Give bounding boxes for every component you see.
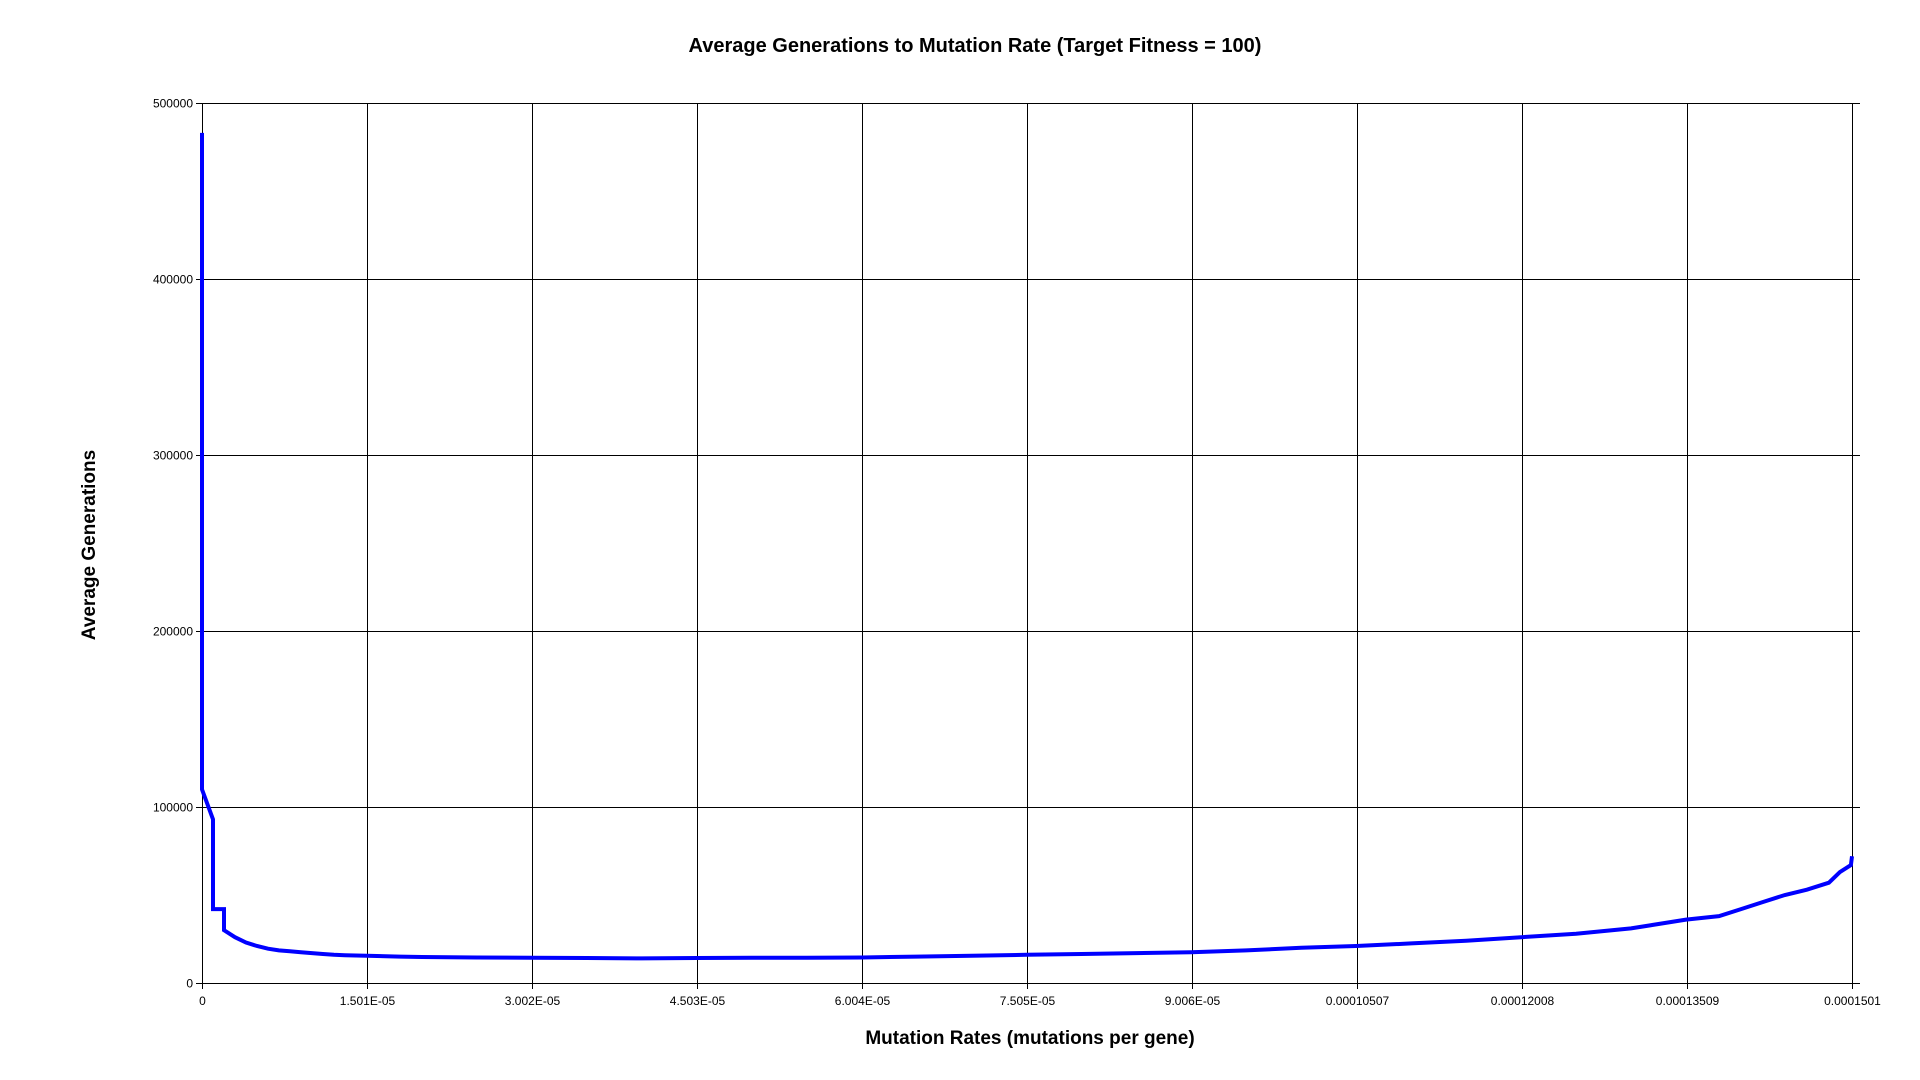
- chart-title: Average Generations to Mutation Rate (Ta…: [689, 35, 1262, 57]
- x-tick-label: 4.503E-05: [670, 994, 726, 1008]
- x-tick-label: 1.501E-05: [340, 994, 396, 1008]
- x-axis-label: Mutation Rates (mutations per gene): [865, 1028, 1194, 1049]
- y-tick-label: 300000: [153, 449, 193, 463]
- x-tick-label: 7.505E-05: [1000, 994, 1056, 1008]
- y-axis-label: Average Generations: [79, 450, 100, 640]
- x-axis-ticks: 0 1.501E-05 3.002E-05 4.503E-05 6.004E-05 7.5…: [199, 983, 1881, 1008]
- x-tick-label: 0.0001501: [1824, 994, 1881, 1008]
- x-tick-label: 9.006E-05: [1165, 994, 1221, 1008]
- y-tick-label: 500000: [153, 97, 193, 111]
- y-tick-label: 200000: [153, 625, 193, 639]
- x-tick-label: 0.00013509: [1656, 994, 1720, 1008]
- grid-lines: [202, 103, 1860, 984]
- axes: [202, 103, 1860, 984]
- y-axis-ticks: 0 100000 200000 300000 400000 500000: [153, 97, 202, 991]
- x-tick-label: 0.00010507: [1326, 994, 1390, 1008]
- x-tick-label: 3.002E-05: [505, 994, 561, 1008]
- y-tick-label: 100000: [153, 801, 193, 815]
- data-series: [200, 132, 1854, 961]
- series-line: [200, 132, 1854, 961]
- y-tick-label: 400000: [153, 273, 193, 287]
- x-tick-label: 6.004E-05: [835, 994, 891, 1008]
- x-tick-label: 0.00012008: [1491, 994, 1555, 1008]
- y-tick-label: 0: [186, 977, 193, 991]
- x-tick-label: 0: [199, 994, 206, 1008]
